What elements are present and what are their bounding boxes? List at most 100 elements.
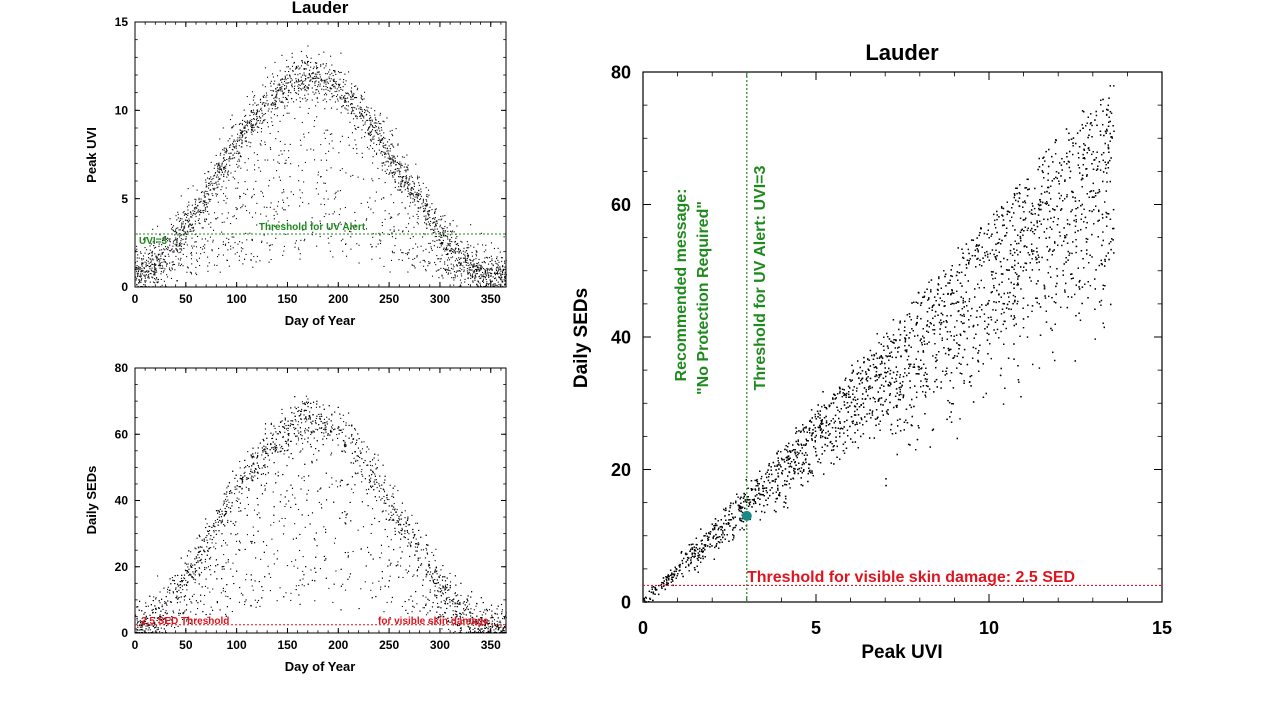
data-point xyxy=(354,107,356,109)
data-point xyxy=(188,574,190,576)
data-point xyxy=(250,142,252,144)
data-point xyxy=(412,264,414,267)
data-point xyxy=(172,242,174,244)
data-point xyxy=(475,270,477,272)
data-point xyxy=(230,568,232,570)
data-point xyxy=(338,152,340,154)
data-point xyxy=(291,79,293,81)
data-point xyxy=(169,262,171,264)
data-point xyxy=(398,259,400,261)
data-point xyxy=(259,117,261,119)
data-point xyxy=(253,152,255,154)
data-point xyxy=(295,80,297,82)
data-point xyxy=(323,85,325,87)
data-point xyxy=(306,86,308,88)
data-point xyxy=(470,224,472,226)
data-point xyxy=(219,165,221,167)
data-point xyxy=(176,238,178,240)
data-point xyxy=(487,273,489,275)
data-point xyxy=(137,270,140,273)
data-point xyxy=(278,162,280,164)
data-point xyxy=(367,107,369,109)
data-point xyxy=(279,70,281,72)
data-point xyxy=(417,223,419,225)
data-point xyxy=(335,191,337,193)
data-point xyxy=(456,275,458,277)
data-point xyxy=(307,93,309,95)
data-point xyxy=(192,214,194,216)
data-point xyxy=(200,198,202,200)
data-point xyxy=(480,277,482,279)
data-point xyxy=(447,236,449,238)
data-point xyxy=(176,280,178,282)
data-point xyxy=(383,162,385,164)
data-point xyxy=(480,265,482,267)
data-point xyxy=(191,263,193,265)
data-point xyxy=(350,104,352,106)
data-point xyxy=(413,606,415,608)
data-point xyxy=(206,190,208,193)
data-point xyxy=(189,271,191,273)
data-point xyxy=(504,260,506,262)
data-point xyxy=(274,99,276,101)
data-point xyxy=(485,274,487,276)
data-point xyxy=(197,211,199,213)
data-point xyxy=(243,127,245,129)
data-point xyxy=(225,595,227,597)
data-point xyxy=(191,227,193,229)
data-point xyxy=(297,78,299,80)
data-point xyxy=(136,623,138,625)
data-point xyxy=(450,263,452,265)
data-point xyxy=(373,135,375,137)
data-point xyxy=(424,261,426,263)
data-point xyxy=(358,126,360,128)
data-point xyxy=(429,242,431,245)
data-point xyxy=(319,488,321,490)
data-point xyxy=(326,169,328,171)
data-point xyxy=(271,94,273,96)
data-point xyxy=(166,263,168,265)
data-point xyxy=(149,281,151,283)
data-point xyxy=(445,587,447,589)
data-point xyxy=(215,218,217,220)
data-point xyxy=(359,101,361,103)
data-point xyxy=(414,196,416,198)
data-point xyxy=(361,114,364,116)
data-point xyxy=(331,133,333,135)
data-point xyxy=(443,599,445,602)
data-point xyxy=(370,133,372,136)
data-point xyxy=(466,258,468,260)
data-point xyxy=(203,603,205,605)
data-point xyxy=(369,119,371,121)
data-point xyxy=(310,61,312,64)
data-point xyxy=(434,208,436,210)
data-point xyxy=(387,150,389,152)
data-point xyxy=(411,187,413,189)
data-point xyxy=(445,598,447,600)
data-point xyxy=(383,265,385,268)
data-point xyxy=(330,235,332,238)
data-point xyxy=(352,118,355,120)
data-point xyxy=(390,539,392,541)
data-point xyxy=(271,94,274,96)
data-point xyxy=(261,192,264,194)
data-point xyxy=(295,67,297,69)
data-point xyxy=(396,520,398,522)
data-point xyxy=(429,223,431,225)
data-point xyxy=(319,176,322,178)
data-point xyxy=(159,618,161,620)
data-point xyxy=(194,203,196,205)
data-point xyxy=(182,265,184,267)
data-point xyxy=(434,231,436,233)
data-point xyxy=(221,519,224,521)
data-point xyxy=(151,254,153,256)
data-point xyxy=(275,95,277,97)
data-point xyxy=(432,240,434,242)
data-point xyxy=(254,169,256,171)
data-point xyxy=(177,234,179,236)
data-point xyxy=(427,553,429,555)
data-point xyxy=(428,263,430,265)
data-point xyxy=(213,264,216,266)
data-point xyxy=(169,592,171,594)
data-point xyxy=(229,119,232,121)
